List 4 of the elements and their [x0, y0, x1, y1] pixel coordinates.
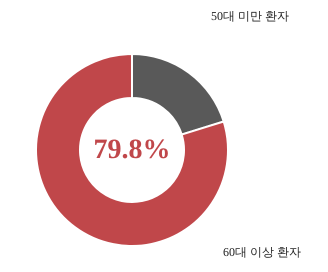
slice-label: 60대 이상 환자 — [223, 245, 301, 259]
donut-slice — [35, 53, 229, 247]
slice-label: 50대 미만 환자 — [211, 9, 289, 23]
data-label: 79.8% — [94, 134, 170, 165]
